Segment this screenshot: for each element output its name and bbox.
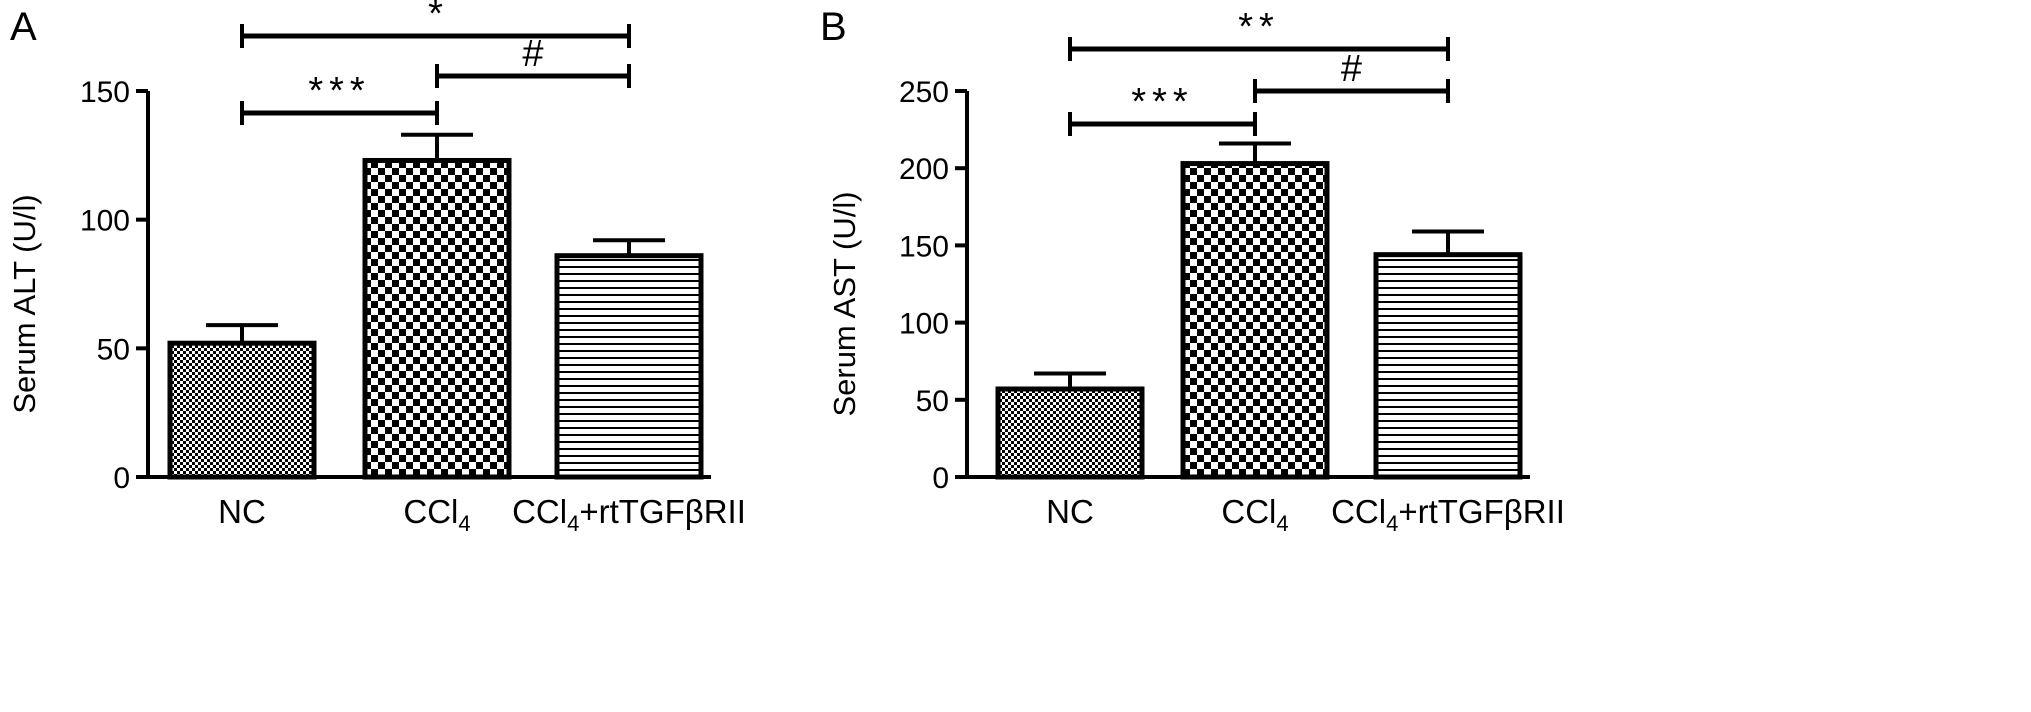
y-axis-title: Serum ALT (U/l): [7, 194, 42, 413]
chart-panel-b: B 0 50 100 150 200 250 Serum AST (U/l) NC CCl4 CCl…: [820, 5, 1565, 536]
y-tick-label: 250: [899, 76, 949, 109]
panel-letter: B: [820, 5, 847, 49]
y-tick-label: 0: [113, 462, 130, 495]
bar: [1373, 252, 1523, 480]
bar: [362, 157, 512, 480]
x-category-label: CCl4+rtTGFβRII: [1331, 493, 1565, 536]
significance-label: ***: [308, 70, 370, 112]
y-tick-label: 200: [899, 153, 949, 186]
x-category-label: CCl4+rtTGFβRII: [512, 493, 746, 536]
significance-label: ***: [1131, 81, 1193, 123]
x-category-label: NC: [218, 493, 266, 530]
bar: [554, 253, 704, 480]
x-category-label: NC: [1046, 493, 1094, 530]
y-tick-label: 100: [899, 308, 949, 341]
y-tick-label: 150: [80, 76, 130, 109]
y-tick-label: 50: [916, 385, 949, 418]
significance-label: #: [1341, 48, 1362, 90]
bar: [1180, 161, 1330, 480]
bar: [995, 386, 1145, 480]
y-tick-label: 50: [97, 333, 130, 366]
y-axis-title: Serum AST (U/l): [827, 191, 862, 416]
y-tick-label: 100: [80, 205, 130, 238]
y-tick-label: 150: [899, 230, 949, 263]
significance-label: **: [1238, 6, 1280, 48]
bar: [167, 340, 317, 480]
x-category-label: CCl4: [1221, 493, 1288, 536]
panel-letter: A: [10, 5, 37, 49]
chart-panel-a: A 0 50 100 150 Serum ALT (U/l) NC CCl4 CCl4+rtTG…: [7, 0, 746, 536]
x-category-label: CCl4: [403, 493, 470, 536]
significance-label: #: [522, 33, 543, 75]
y-tick-label: 0: [932, 462, 949, 495]
significance-label: *: [428, 0, 443, 35]
